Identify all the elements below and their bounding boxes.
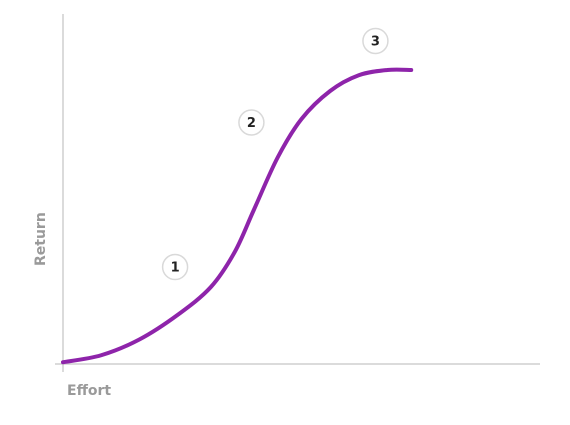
series-line (61, 67, 414, 365)
annotation-marker-3 (362, 27, 389, 55)
annotation-label-2: 2 (247, 116, 256, 131)
x-axis-label: Effort (67, 383, 111, 399)
annotation-label-3: 3 (371, 34, 380, 49)
annotation-markers: 1 2 3 (161, 27, 389, 281)
annotation-marker-2 (238, 109, 265, 136)
annotation-label-1: 1 (171, 261, 180, 276)
y-axis-label: Return (33, 212, 49, 266)
annotation-marker-1 (161, 253, 189, 281)
